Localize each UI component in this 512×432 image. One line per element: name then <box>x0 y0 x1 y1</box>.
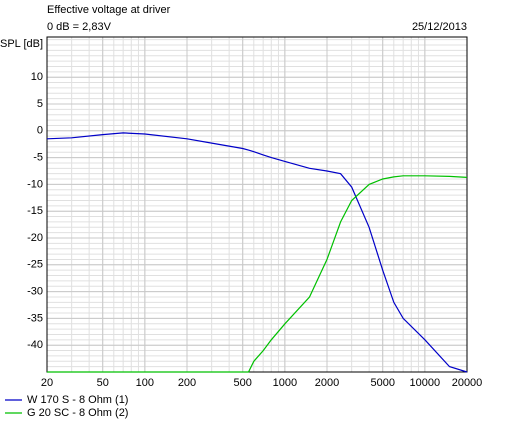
legend-label: G 20 SC - 8 Ohm (2) <box>27 407 128 419</box>
y-tick-label: -15 <box>27 205 43 217</box>
x-tick-label: 100 <box>136 377 154 389</box>
y-tick-label: 5 <box>37 98 43 110</box>
chart-subtitle: 0 dB = 2,83V <box>47 21 112 33</box>
x-tick-label: 2000 <box>315 377 339 389</box>
x-tick-label: 20000 <box>452 377 483 389</box>
y-tick-label: 0 <box>37 125 43 137</box>
x-tick-label: 1000 <box>273 377 297 389</box>
y-tick-label: -30 <box>27 286 43 298</box>
y-tick-label: -25 <box>27 259 43 271</box>
chart-title: Effective voltage at driver <box>47 4 171 16</box>
y-tick-label: -40 <box>27 339 43 351</box>
x-tick-label: 50 <box>97 377 109 389</box>
y-tick-label: -10 <box>27 178 43 190</box>
x-tick-label: 5000 <box>370 377 394 389</box>
x-tick-label: 10000 <box>410 377 441 389</box>
x-tick-label: 20 <box>41 377 53 389</box>
x-tick-label: 200 <box>178 377 196 389</box>
y-tick-label: -20 <box>27 232 43 244</box>
y-tick-label: 10 <box>31 71 43 83</box>
series-line <box>46 132 468 373</box>
x-tick-label: 500 <box>234 377 252 389</box>
legend-label: W 170 S - 8 Ohm (1) <box>27 394 128 406</box>
chart-date: 25/12/2013 <box>412 21 467 33</box>
series-line <box>47 175 468 373</box>
plot-border <box>46 36 468 373</box>
y-tick-label: -5 <box>33 152 43 164</box>
y-axis-label: SPL [dB] <box>0 38 43 50</box>
plot-area <box>47 37 467 372</box>
y-tick-label: -35 <box>27 312 43 324</box>
